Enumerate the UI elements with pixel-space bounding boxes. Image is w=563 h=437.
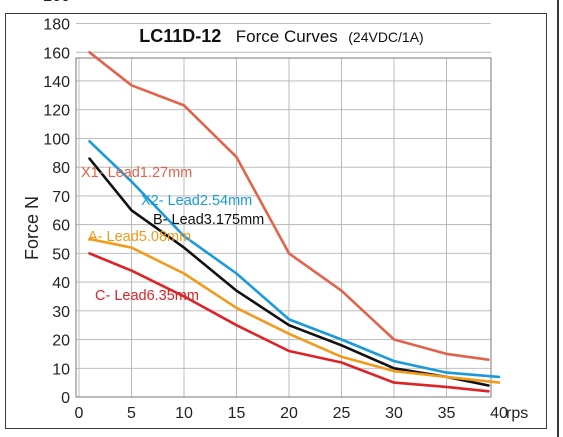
chart-axes: [75, 57, 492, 398]
y-axis-label: Force N: [22, 196, 42, 260]
series-labels: X1- Lead1.27mm X2- Lead2.54mm B- Lead3.175…: [81, 165, 264, 304]
series-line-1: [88, 50, 490, 362]
y-tick-label: 40: [52, 275, 70, 292]
x-tick-label: 15: [228, 405, 246, 422]
y-tick-label: 140: [43, 74, 70, 91]
x-tick-label: 40: [490, 405, 508, 422]
x-tick-label: 0: [75, 405, 84, 422]
x-axis-unit: rps: [506, 405, 528, 422]
y-tick-label: 120: [43, 103, 70, 120]
series-label-4: A- Lead5.08mm: [88, 229, 191, 245]
x-tick-label: 35: [438, 405, 456, 422]
series-line-5: [88, 252, 490, 393]
chart-frame: [5, 13, 547, 429]
y-tick-label: 30: [52, 304, 70, 321]
series-label-3: B- Lead3.175mm: [153, 212, 264, 228]
x-tick-label: 5: [127, 405, 136, 422]
chart-title: LC11D-12 Force Curves (24VDC/1A): [0, 26, 563, 47]
y-tick-labels: 01020304050607080100120140160180200240: [43, 0, 70, 407]
x-tick-label: 25: [333, 405, 351, 422]
chart-title-main: Force Curves: [235, 27, 338, 46]
y-tick-label: 0: [61, 390, 70, 407]
chart-title-model: LC11D-12: [139, 26, 222, 46]
y-tick-label: 10: [52, 361, 70, 378]
series-label-2: X2- Lead2.54mm: [141, 193, 252, 209]
series-label-5: C- Lead6.35mm: [95, 288, 199, 304]
x-tick-labels: 0 5 10 15 20 25 30 35 40: [75, 405, 508, 422]
adjacent-panel-edge: [557, 0, 559, 437]
series-lines: [88, 50, 501, 393]
y-tick-label: 200: [43, 0, 70, 5]
x-tick-label: 30: [385, 405, 403, 422]
y-tick-label: 80: [52, 160, 70, 177]
x-tick-label: 20: [280, 405, 298, 422]
chart-title-condition: (24VDC/1A): [348, 29, 424, 45]
chart-grid: [76, 23, 491, 398]
plot-area-border: [75, 57, 492, 398]
y-tick-label: 20: [52, 333, 70, 350]
y-tick-label: 70: [52, 189, 70, 206]
series-line-2: [88, 140, 501, 379]
series-label-1: X1- Lead1.27mm: [81, 165, 192, 181]
y-tick-label: 100: [43, 131, 70, 148]
y-tick-label: 180: [43, 17, 70, 34]
series-line-4: [88, 237, 501, 384]
y-tick-label: 60: [52, 218, 70, 235]
y-tick-label: 50: [52, 246, 70, 263]
x-tick-label: 10: [175, 405, 193, 422]
y-tick-label: 160: [43, 45, 70, 62]
